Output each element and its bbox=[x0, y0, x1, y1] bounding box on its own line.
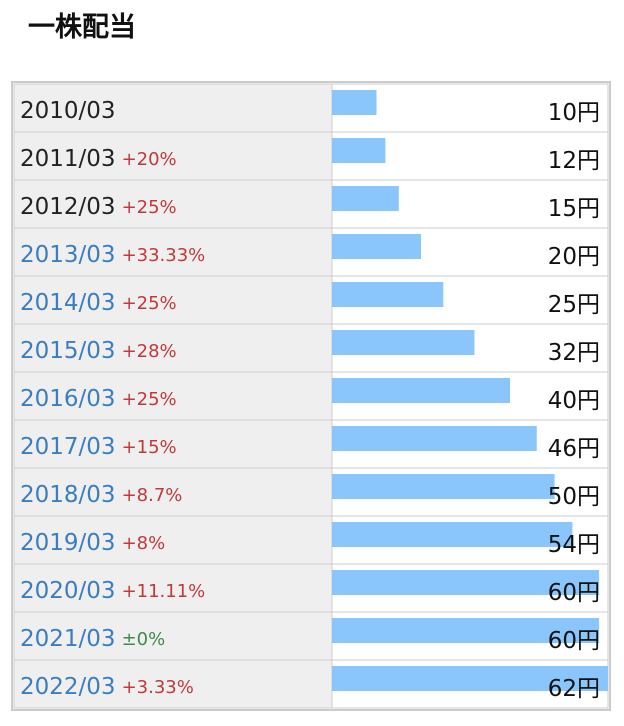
change-label: +33.33% bbox=[122, 245, 206, 266]
value-label: 62円 bbox=[548, 676, 600, 702]
period-label: 2010/03 bbox=[20, 98, 116, 124]
bar bbox=[332, 570, 600, 595]
value-label: 20円 bbox=[548, 244, 600, 270]
value-label: 10円 bbox=[548, 100, 600, 126]
label-cell bbox=[13, 563, 333, 613]
value-label: 32円 bbox=[548, 340, 600, 366]
bar bbox=[332, 474, 555, 499]
bar bbox=[332, 330, 475, 355]
period-label: 2014/03 bbox=[20, 290, 116, 316]
value-label: 60円 bbox=[548, 628, 600, 654]
bar bbox=[332, 618, 600, 643]
bar bbox=[332, 90, 377, 115]
period-label: 2016/03 bbox=[20, 386, 116, 412]
label-cell bbox=[13, 371, 333, 421]
bar bbox=[332, 666, 608, 691]
value-label: 54円 bbox=[548, 532, 600, 558]
bar bbox=[332, 138, 386, 163]
label-cell bbox=[13, 179, 333, 229]
period-label: 2018/03 bbox=[20, 482, 116, 508]
bar bbox=[332, 282, 444, 307]
bar bbox=[332, 186, 399, 211]
value-label: 50円 bbox=[548, 484, 600, 510]
bar bbox=[332, 234, 422, 259]
value-label: 46円 bbox=[548, 436, 600, 462]
label-cell bbox=[13, 227, 333, 277]
label-cell bbox=[13, 83, 333, 133]
change-label: +28% bbox=[122, 341, 177, 362]
value-label: 40円 bbox=[548, 388, 600, 414]
label-cell bbox=[13, 419, 333, 469]
change-label: +15% bbox=[122, 437, 177, 458]
period-label: 2017/03 bbox=[20, 434, 116, 460]
label-cell bbox=[13, 323, 333, 373]
period-label: 2013/03 bbox=[20, 242, 116, 268]
value-label: 25円 bbox=[548, 292, 600, 318]
period-label: 2021/03 bbox=[20, 626, 116, 652]
period-label: 2015/03 bbox=[20, 338, 116, 364]
bar bbox=[332, 426, 537, 451]
label-cell bbox=[13, 467, 333, 517]
change-label: ±0% bbox=[122, 629, 166, 650]
value-label: 15円 bbox=[548, 196, 600, 222]
period-label: 2022/03 bbox=[20, 674, 116, 700]
label-cell bbox=[13, 659, 333, 709]
value-label: 60円 bbox=[548, 580, 600, 606]
bar bbox=[332, 522, 573, 547]
period-label: 2012/03 bbox=[20, 194, 116, 220]
period-label: 2019/03 bbox=[20, 530, 116, 556]
label-cell bbox=[13, 275, 333, 325]
change-label: +11.11% bbox=[122, 581, 206, 602]
label-cell bbox=[13, 515, 333, 565]
value-cell bbox=[331, 83, 609, 133]
change-label: +25% bbox=[122, 197, 177, 218]
period-label: 2011/03 bbox=[20, 146, 116, 172]
change-label: +8.7% bbox=[122, 485, 183, 506]
label-cell bbox=[13, 131, 333, 181]
value-label: 12円 bbox=[548, 148, 600, 174]
change-label: +20% bbox=[122, 149, 177, 170]
section-title: 一株配当 bbox=[28, 12, 136, 43]
bar bbox=[332, 378, 511, 403]
change-label: +8% bbox=[122, 533, 166, 554]
label-cell bbox=[13, 611, 333, 661]
change-label: +25% bbox=[122, 293, 177, 314]
period-label: 2020/03 bbox=[20, 578, 116, 604]
change-label: +25% bbox=[122, 389, 177, 410]
change-label: +3.33% bbox=[122, 677, 194, 698]
